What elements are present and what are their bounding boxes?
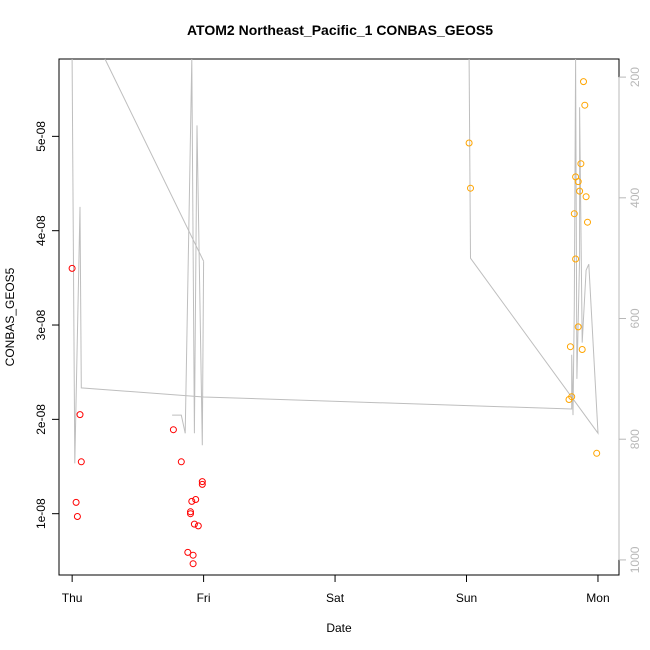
data-point-series1-13	[190, 520, 198, 528]
x-tick-label-sat: Sat	[326, 591, 345, 605]
pressure-line	[71, 58, 599, 464]
x-tick-label-thu: Thu	[62, 591, 83, 605]
pressure-line-segment-1	[104, 58, 205, 262]
x-tick-label-mon: Mon	[586, 591, 609, 605]
data-point-series1-14	[189, 560, 197, 568]
y-axis-left: 1e-08 2e-08 3e-08 4e-08 5e-08	[34, 121, 60, 529]
y-axis-label: CONBAS_GEOS5	[3, 267, 17, 366]
data-point-series1-7	[177, 458, 185, 466]
data-point-series2-5	[568, 393, 576, 401]
y2-tick-label-1: 400	[628, 187, 642, 207]
data-point-series1-3	[73, 513, 81, 520]
y-tick-label-4: 5e-08	[34, 121, 48, 152]
data-point-series2-16	[582, 193, 590, 201]
y2-tick-label-2: 600	[628, 308, 642, 328]
data-point-series1-18	[198, 480, 206, 488]
chart-title: ATOM2 Northeast_Pacific_1 CONBAS_GEOS5	[187, 22, 493, 38]
data-point-series2-9	[574, 323, 582, 331]
data-point-series2-8	[572, 255, 580, 263]
data-point-series2-2	[467, 184, 474, 192]
y-axis-right: 200 400 600 800 1000	[618, 67, 642, 573]
y2-tick-label-3: 800	[628, 429, 642, 449]
data-point-series2-14	[580, 78, 587, 86]
data-point-series2-15	[581, 101, 589, 109]
data-point-series1-1	[68, 264, 76, 272]
data-point-series2-4	[566, 343, 574, 351]
data-point-series2-13	[578, 346, 586, 353]
x-tick-label-fri: Fri	[197, 591, 211, 605]
data-point-series2-11	[576, 187, 584, 195]
data-point-series2-10	[574, 178, 582, 186]
data-point-series2-12	[577, 160, 585, 168]
y-tick-label-2: 3e-08	[34, 309, 48, 340]
data-point-series1-11	[188, 497, 196, 505]
data-point-series2-6	[570, 210, 578, 218]
pressure-line-layer	[71, 58, 599, 464]
pressure-line-segment-2	[172, 414, 186, 434]
data-point-series2-17	[584, 218, 591, 226]
pressure-line-segment-3	[184, 58, 205, 446]
data-point-series1-9	[187, 508, 194, 516]
data-point-series1-15	[192, 496, 200, 503]
data-point-series1-12	[189, 551, 197, 559]
y-tick-label-3: 4e-08	[34, 215, 48, 246]
data-point-series2-18	[593, 449, 601, 457]
x-axis-label: Date	[326, 621, 352, 635]
points-layer	[68, 78, 601, 568]
y2-tick-label-0: 200	[628, 67, 642, 87]
y-tick-label-1: 2e-08	[34, 404, 48, 435]
data-point-series1-5	[77, 458, 85, 466]
data-point-series1-8	[184, 548, 192, 556]
data-point-series1-6	[169, 426, 177, 434]
data-point-series1-16	[194, 522, 202, 530]
data-point-series1-17	[198, 478, 206, 486]
data-point-series1-2	[72, 498, 80, 506]
data-point-series2-1	[465, 139, 473, 147]
y-tick-label-0: 1e-08	[34, 498, 48, 529]
data-point-series1-4	[76, 411, 84, 419]
data-point-series1-10	[187, 510, 194, 518]
x-tick-label-sun: Sun	[456, 591, 477, 605]
y2-tick-label-4: 1000	[628, 546, 642, 573]
x-axis: Thu Fri Sat Sun Mon	[62, 574, 610, 605]
